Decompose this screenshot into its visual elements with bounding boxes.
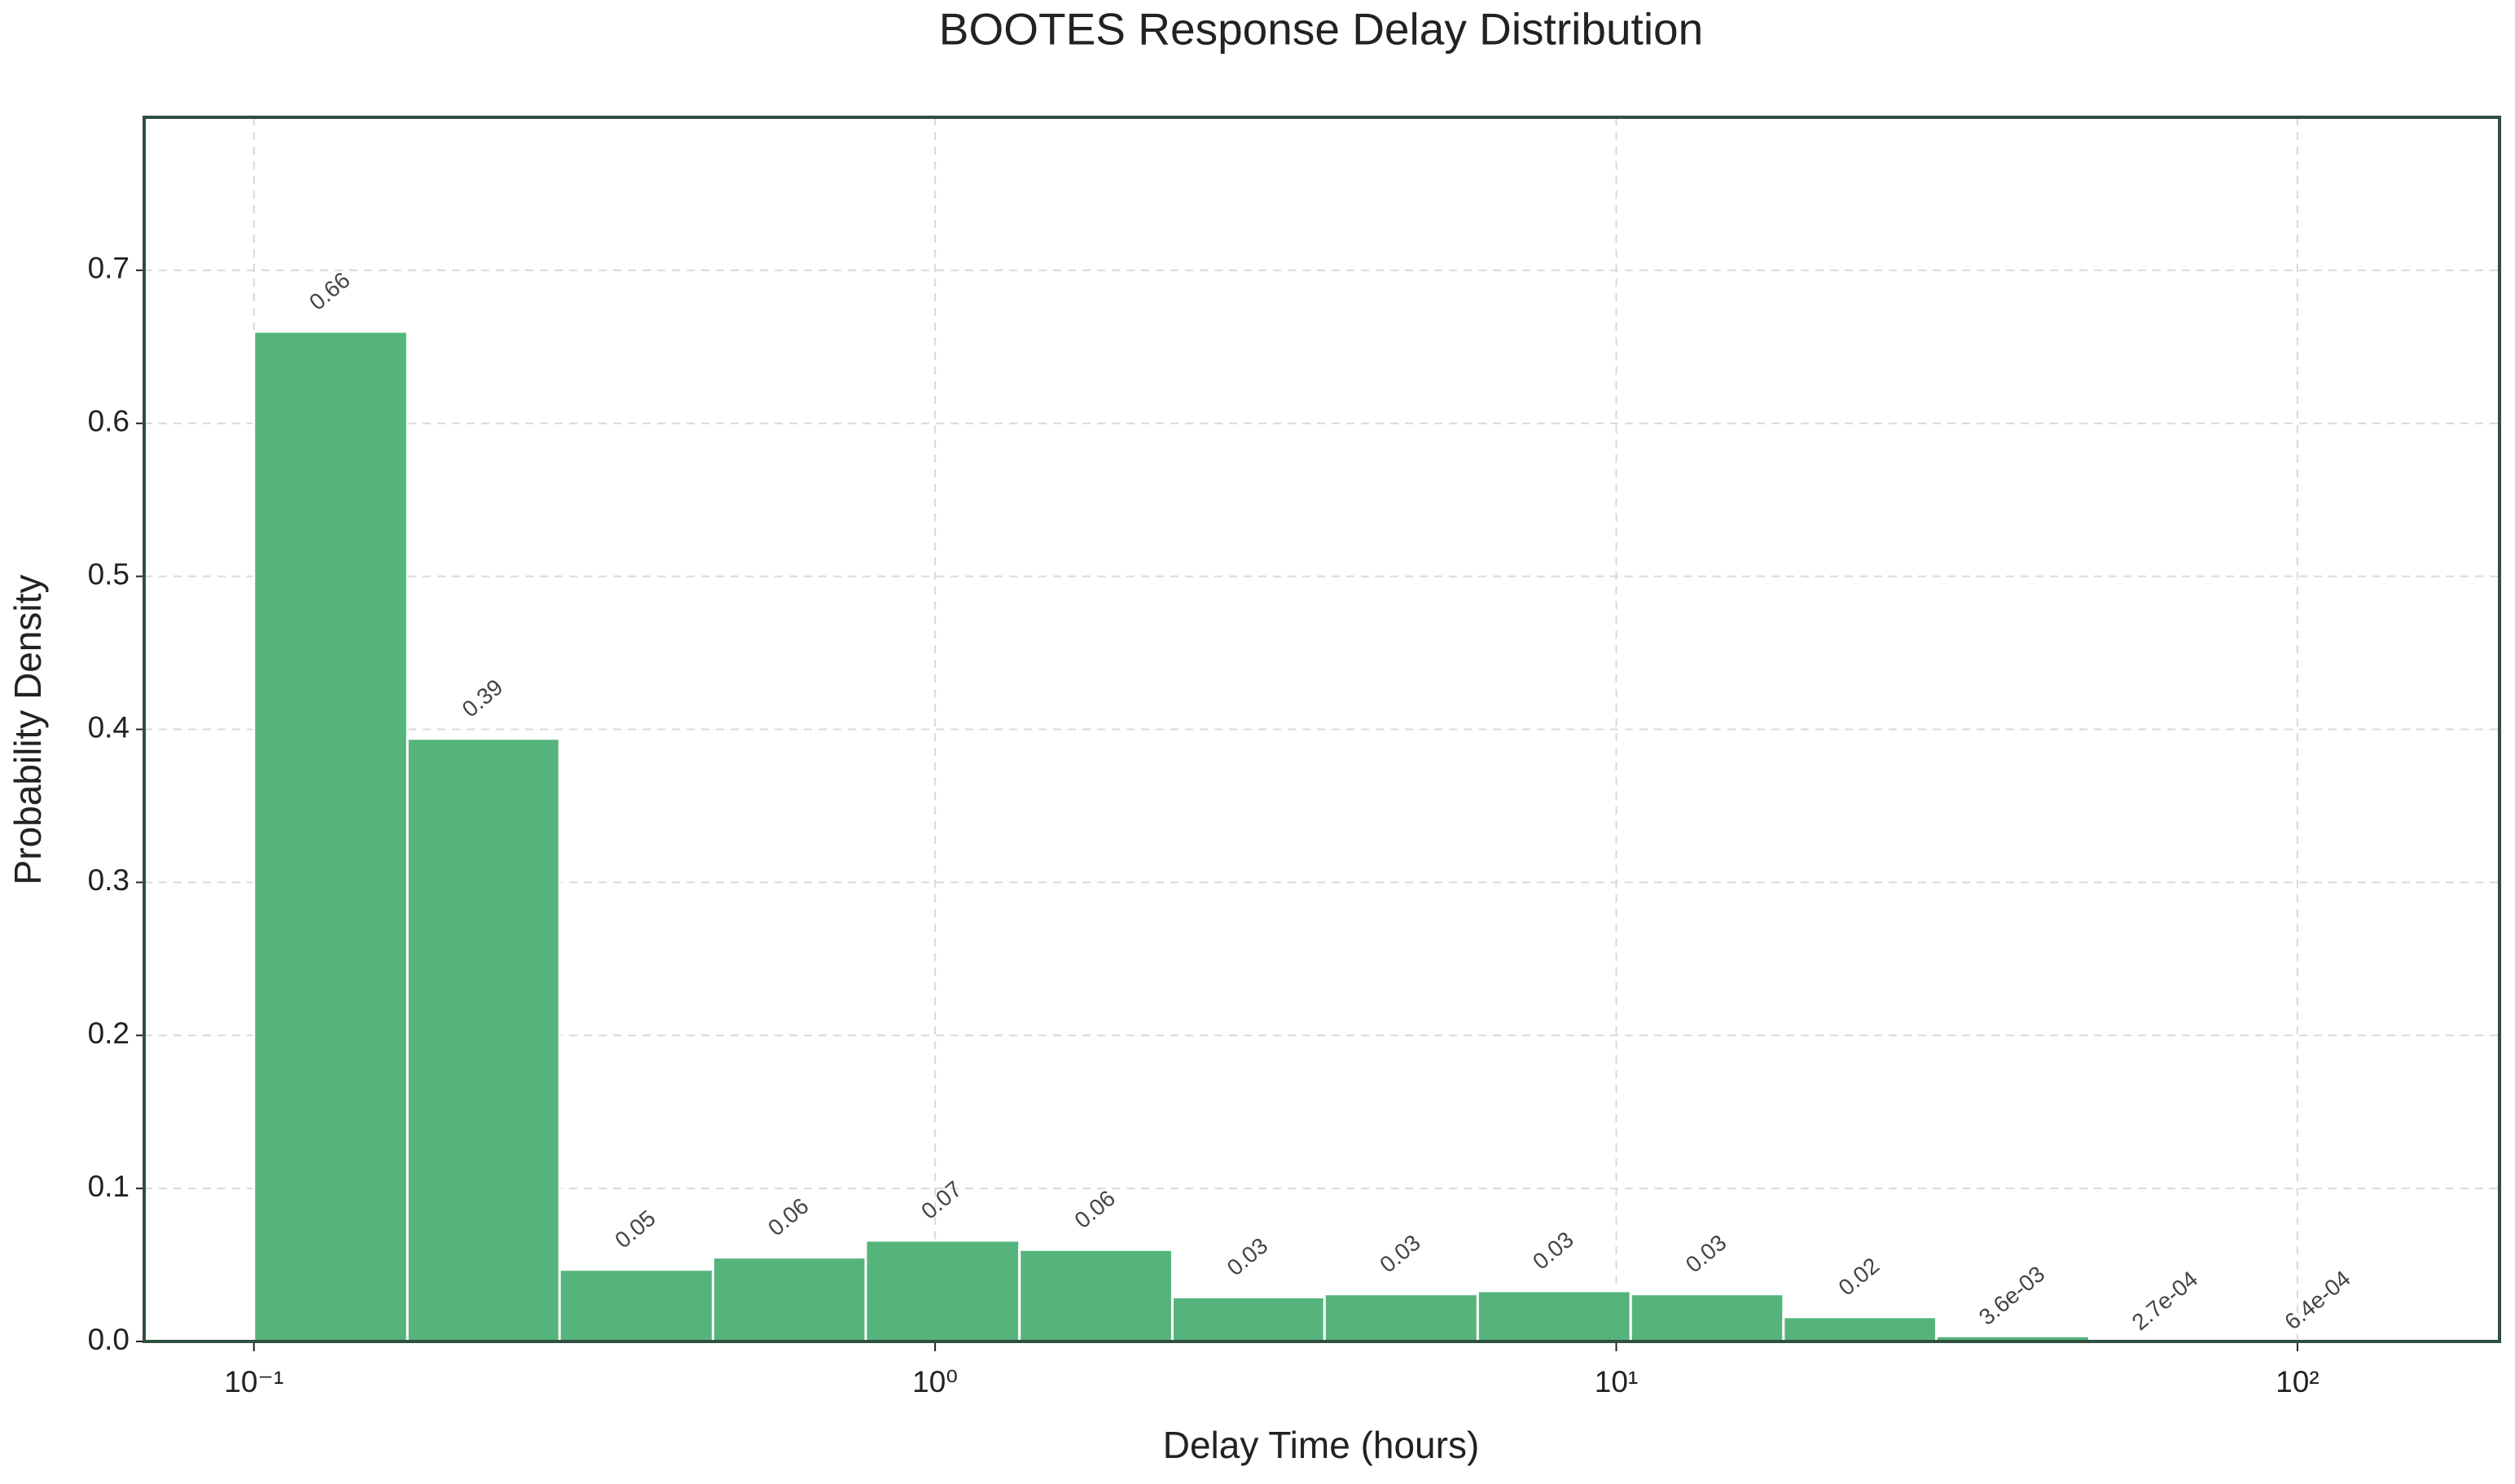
bar [1018,1248,1174,1343]
x-tick-label: 10⁰ [912,1365,958,1398]
value-label: 0.02 [1833,1253,1884,1301]
bar [864,1239,1021,1343]
bar [558,1268,714,1343]
plot-frame [143,116,2501,1343]
value-label: 0.06 [763,1193,814,1241]
value-label: 2.7e-04 [2127,1266,2203,1335]
bar [406,737,561,1343]
y-tick-label: 0.4 [88,710,129,744]
value-label: 0.03 [1375,1230,1425,1278]
x-axis-label: Delay Time (hours) [1163,1424,1480,1466]
y-tick-label: 0.0 [88,1323,129,1356]
x-tick-label: 10² [2276,1365,2319,1398]
y-tick-label: 0.6 [88,405,129,438]
value-label: 0.05 [610,1205,661,1253]
value-label: 0.03 [1222,1233,1273,1281]
y-tick-label: 0.5 [88,557,129,591]
bar [1476,1289,1632,1343]
value-label: 6.4e-04 [2280,1266,2355,1335]
y-axis-label: Probability Density [7,575,49,885]
x-tick-label: 10⁻¹ [224,1365,283,1398]
value-label: 0.03 [1528,1227,1578,1275]
y-tick-label: 0.7 [88,252,129,285]
y-tick-label: 0.2 [88,1016,129,1050]
x-tick-label: 10¹ [1595,1365,1638,1398]
bar [1782,1315,1938,1343]
bar [1629,1293,1785,1343]
value-label: 3.6e-03 [1974,1261,2050,1330]
value-label: 0.66 [305,267,355,315]
value-label: 0.39 [457,674,507,722]
bar [1323,1293,1479,1343]
value-label: 0.03 [1681,1230,1732,1278]
bar [711,1256,867,1343]
bar [1170,1296,1326,1343]
chart-title: BOOTES Response Delay Distribution [939,4,1703,55]
y-tick-label: 0.1 [88,1170,129,1203]
y-tick-label: 0.3 [88,863,129,897]
value-label: 0.06 [1069,1185,1120,1233]
bar [252,330,409,1343]
value-label: 0.07 [916,1176,967,1224]
